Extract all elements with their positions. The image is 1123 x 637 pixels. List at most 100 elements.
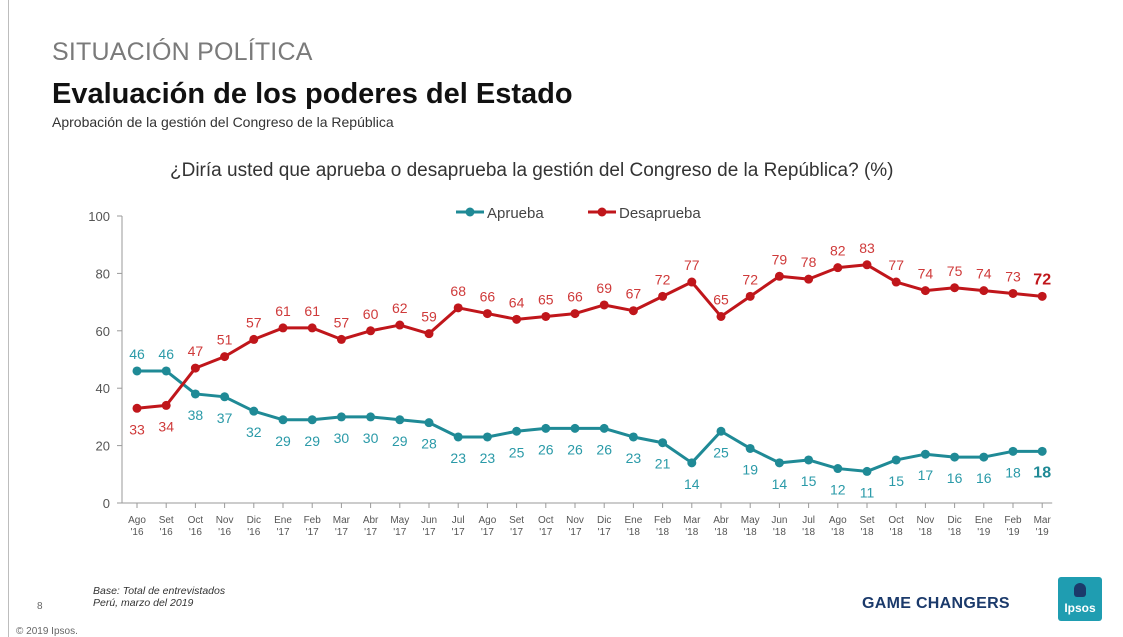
data-label-aprueba: 28 — [421, 436, 437, 452]
data-point-aprueba — [862, 466, 872, 476]
data-point-desaprueba — [336, 334, 346, 344]
data-label-aprueba: 12 — [830, 482, 846, 498]
data-point-aprueba — [424, 418, 434, 428]
data-label-aprueba: 14 — [684, 476, 700, 492]
data-point-desaprueba — [161, 400, 171, 410]
data-label-aprueba: 23 — [480, 450, 496, 466]
x-tick-label-month: Ene — [975, 515, 993, 526]
data-point-desaprueba — [745, 291, 755, 301]
x-tick-label-year: '17 — [335, 527, 348, 538]
x-tick-label-month: Ago — [829, 515, 847, 526]
data-label-aprueba: 46 — [158, 346, 174, 362]
data-point-desaprueba — [658, 291, 668, 301]
data-label-aprueba: 21 — [655, 456, 671, 472]
data-label-desaprueba: 65 — [538, 291, 554, 307]
data-point-aprueba — [570, 423, 580, 433]
x-tick-label-year: '17 — [393, 527, 406, 538]
data-point-desaprueba — [1008, 288, 1018, 298]
data-point-desaprueba — [482, 309, 492, 319]
data-label-desaprueba: 57 — [246, 314, 262, 330]
x-tick-label-month: Mar — [333, 515, 351, 526]
x-tick-label-year: '19 — [1006, 527, 1019, 538]
data-label-desaprueba: 34 — [158, 418, 174, 434]
legend-marker-aprueba — [465, 207, 475, 217]
data-label-desaprueba: 33 — [129, 421, 145, 437]
x-tick-label-month: Dic — [947, 515, 961, 526]
x-tick-label-year: '16 — [160, 527, 173, 538]
data-point-desaprueba — [804, 274, 814, 284]
x-tick-label-year: '17 — [598, 527, 611, 538]
data-label-desaprueba: 69 — [596, 280, 612, 296]
data-label-aprueba: 18 — [1005, 464, 1021, 480]
x-tick-label-year: '18 — [802, 527, 815, 538]
data-label-aprueba: 29 — [304, 433, 320, 449]
data-point-desaprueba — [395, 320, 405, 330]
data-point-desaprueba — [599, 300, 609, 310]
copyright: © 2019 Ipsos. — [16, 626, 78, 637]
data-label-aprueba: 11 — [860, 484, 875, 500]
data-label-aprueba: 37 — [217, 410, 233, 426]
data-point-desaprueba — [891, 277, 901, 287]
data-point-aprueba — [541, 423, 551, 433]
x-tick-label-year: '17 — [306, 527, 319, 538]
data-point-aprueba — [687, 458, 697, 468]
x-tick-label-month: Set — [509, 515, 524, 526]
data-label-aprueba: 26 — [567, 441, 583, 457]
x-tick-label-month: Feb — [1004, 515, 1022, 526]
data-label-aprueba: 26 — [538, 441, 554, 457]
x-tick-label-year: '17 — [422, 527, 435, 538]
data-point-desaprueba — [628, 306, 638, 316]
data-label-desaprueba: 66 — [567, 289, 583, 305]
data-point-desaprueba — [220, 352, 230, 362]
x-tick-label-year: '17 — [539, 527, 552, 538]
x-tick-label-month: Oct — [188, 515, 204, 526]
data-label-desaprueba: 66 — [480, 289, 496, 305]
page-title: Evaluación de los poderes del Estado — [52, 78, 573, 110]
x-tick-label-month: Oct — [538, 515, 554, 526]
page-number: 8 — [37, 601, 43, 612]
data-label-aprueba: 19 — [742, 461, 758, 477]
data-point-aprueba — [950, 452, 960, 462]
x-tick-label-year: '17 — [364, 527, 377, 538]
data-point-aprueba — [745, 443, 755, 453]
data-point-aprueba — [512, 426, 522, 436]
x-tick-label-year: '19 — [977, 527, 990, 538]
data-label-desaprueba: 65 — [713, 291, 729, 307]
x-tick-label-month: Feb — [654, 515, 672, 526]
y-tick-label: 0 — [103, 496, 110, 511]
data-label-aprueba: 46 — [129, 346, 145, 362]
x-tick-label-month: Ago — [128, 515, 146, 526]
x-tick-label-year: '18 — [919, 527, 932, 538]
logo-mark-icon — [1074, 583, 1086, 597]
data-point-aprueba — [132, 366, 142, 376]
data-point-aprueba — [190, 389, 200, 399]
data-point-desaprueba — [862, 260, 872, 270]
x-tick-label-month: Mar — [683, 515, 701, 526]
date-note: Perú, marzo del 2019 — [93, 597, 194, 609]
x-tick-label-month: Jul — [452, 515, 465, 526]
data-label-desaprueba: 77 — [684, 257, 700, 273]
x-tick-label-year: '17 — [452, 527, 465, 538]
data-point-aprueba — [920, 449, 930, 459]
data-label-aprueba: 16 — [947, 470, 963, 486]
data-label-desaprueba: 68 — [450, 283, 466, 299]
x-tick-label-month: Set — [159, 515, 174, 526]
x-tick-label-month: Ene — [625, 515, 643, 526]
data-point-desaprueba — [774, 271, 784, 281]
data-label-desaprueba: 72 — [742, 271, 758, 287]
data-label-desaprueba: 78 — [801, 254, 817, 270]
data-label-desaprueba: 73 — [1005, 268, 1021, 284]
data-label-aprueba: 14 — [772, 476, 788, 492]
x-tick-label-month: Abr — [363, 515, 379, 526]
x-tick-label-year: '18 — [890, 527, 903, 538]
series-line-desaprueba — [136, 263, 1043, 410]
data-point-desaprueba — [920, 286, 930, 296]
x-tick-label-month: Jul — [802, 515, 815, 526]
data-point-desaprueba — [979, 286, 989, 296]
data-label-desaprueba: 74 — [976, 266, 992, 282]
data-point-aprueba — [891, 455, 901, 465]
data-point-desaprueba — [132, 403, 142, 413]
x-tick-label-year: '17 — [276, 527, 289, 538]
data-point-aprueba — [833, 464, 843, 474]
x-tick-label-year: '16 — [189, 527, 202, 538]
